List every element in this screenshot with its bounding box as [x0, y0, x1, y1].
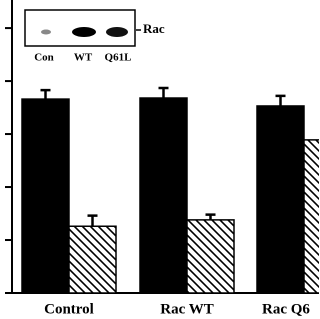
bar	[303, 139, 319, 294]
error-bar	[40, 88, 51, 100]
blot-label: Rac	[143, 21, 165, 36]
x-tick-label: Control	[44, 301, 94, 317]
lane-label: Con	[34, 52, 54, 64]
bar	[68, 225, 117, 294]
blot-band	[72, 27, 96, 37]
error-bar	[158, 86, 169, 99]
x-tick-label: Rac WT	[160, 301, 213, 317]
bar	[186, 219, 235, 294]
blot-band	[41, 29, 51, 35]
error-bar	[205, 213, 216, 220]
error-bar	[87, 214, 98, 227]
bar	[21, 98, 70, 294]
lane-label: WT	[74, 52, 93, 64]
error-bar	[275, 94, 286, 106]
lane-label: Q61L	[105, 52, 132, 64]
blot-band	[106, 27, 128, 37]
bar	[139, 97, 188, 294]
inset-blot: Rac Con WT Q61L	[24, 9, 165, 64]
bar	[256, 105, 305, 294]
x-tick-label: Rac Q6	[262, 301, 310, 317]
